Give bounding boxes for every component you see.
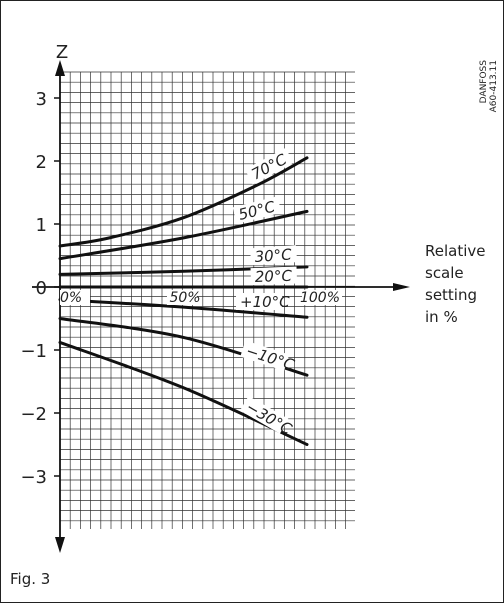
series-line	[58, 156, 309, 248]
series-line	[58, 209, 309, 261]
x-tick-label: 100%	[300, 290, 340, 306]
series-label: −10°C	[244, 342, 297, 375]
watermark-line-2: A60-413.11	[489, 60, 499, 112]
series-label: 30°C	[254, 245, 293, 266]
series-label: 20°C	[255, 267, 293, 286]
series-label-bg	[240, 340, 290, 371]
y-axis-arrow-down	[55, 537, 65, 553]
x-axis-label-line-3: setting	[425, 286, 478, 304]
series-label-group: −10°C	[240, 340, 297, 374]
y-axis-arrow-up	[55, 60, 65, 76]
series-label-bg	[236, 293, 282, 310]
y-tick-label: −3	[20, 467, 47, 488]
series-label: +10°C	[240, 293, 290, 311]
x-axis-arrow	[393, 283, 410, 291]
x-axis-label-line-1: Relative	[425, 242, 486, 260]
x-tick-label: 50%	[169, 290, 200, 306]
x-tick-label-bg	[167, 290, 197, 305]
x-axis-label-line-2: scale	[425, 264, 464, 282]
watermark-line-1: DANFOSS	[479, 60, 489, 104]
series-label-group: +10°C	[236, 293, 290, 311]
y-tick-label: −2	[20, 404, 47, 425]
x-tick-label-bg	[302, 290, 342, 305]
y-tick-label: −1	[20, 341, 47, 362]
figure-caption: Fig. 3	[10, 570, 51, 588]
x-tick-label: 0%	[60, 290, 82, 306]
watermark: DANFOSS A60-413.11	[479, 60, 499, 113]
y-tick-label: 0	[36, 278, 47, 299]
x-axis-side-label: Relative scale setting in %	[425, 240, 500, 328]
series-label-bg	[250, 266, 298, 286]
series-label-bg	[232, 196, 282, 224]
series-label-group: 30°C	[250, 245, 298, 266]
y-tick-label: 3	[36, 89, 47, 110]
x-axis-label-line-4: in %	[425, 308, 458, 326]
series-label-bg	[250, 245, 298, 266]
x-tick-label-bg	[60, 290, 90, 305]
y-tick-label: 1	[36, 215, 47, 236]
series-label-bg	[244, 147, 294, 185]
y-tick-label: 2	[36, 152, 47, 173]
series-label-group: 20°C	[250, 266, 298, 286]
y-axis-label: Z	[56, 42, 68, 63]
series-label-bg	[240, 395, 289, 434]
